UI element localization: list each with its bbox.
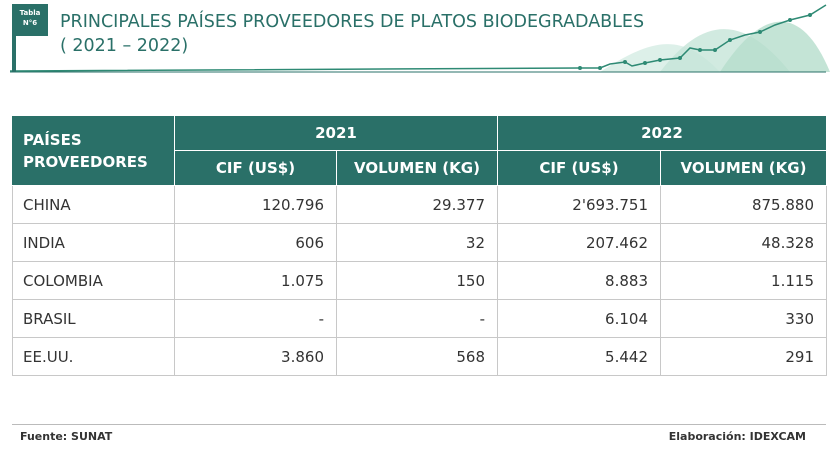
value-cell: 5.442 bbox=[497, 337, 661, 376]
value-cell: 1.075 bbox=[174, 261, 337, 300]
header-decoration bbox=[9, 4, 830, 73]
year-header: 2021 bbox=[174, 115, 498, 151]
value-cell: 207.462 bbox=[497, 223, 661, 262]
title: PRINCIPALES PAÍSES PROVEEDORES DE PLATOS… bbox=[60, 12, 645, 32]
country-cell: BRASIL bbox=[12, 299, 175, 338]
value-cell: - bbox=[336, 299, 498, 338]
table-row: INDIA 606 32 207.462 48.328 bbox=[12, 223, 827, 262]
value-cell: 3.860 bbox=[174, 337, 337, 376]
title-block: PRINCIPALES PAÍSES PROVEEDORES DE PLATOS… bbox=[60, 10, 644, 58]
data-table: PAÍSES PROVEEDORES 2021 2022 CIF (US$) VO… bbox=[12, 115, 827, 376]
value-cell: - bbox=[174, 299, 337, 338]
badge-tail bbox=[12, 36, 16, 72]
column-header: CIF (US$) bbox=[174, 150, 337, 186]
value-cell: 6.104 bbox=[497, 299, 661, 338]
value-cell: 32 bbox=[336, 223, 498, 262]
value-cell: 568 bbox=[336, 337, 498, 376]
value-cell: 875.880 bbox=[660, 185, 827, 224]
subtitle: ( 2021 – 2022) bbox=[60, 36, 189, 56]
corner-header: PAÍSES PROVEEDORES bbox=[12, 115, 175, 186]
table-row: BRASIL - -6.104 330 bbox=[12, 299, 827, 338]
column-header: CIF (US$) bbox=[497, 150, 661, 186]
corner-line: PROVEEDORES bbox=[23, 152, 148, 171]
column-header: VOLUMEN (KG) bbox=[660, 150, 827, 186]
table-row: COLOMBIA 1.075 150 8.883 1.115 bbox=[12, 261, 827, 300]
value-cell: 8.883 bbox=[497, 261, 661, 300]
value-cell: 2'693.751 bbox=[497, 185, 661, 224]
footer-rule bbox=[12, 424, 826, 425]
value-cell: 291 bbox=[660, 337, 827, 376]
value-cell: 48.328 bbox=[660, 223, 827, 262]
column-header: VOLUMEN (KG) bbox=[336, 150, 498, 186]
footer-credit: Elaboración: IDEXCAM bbox=[668, 430, 806, 443]
table-badge: Tabla N°6 bbox=[12, 4, 48, 36]
table-row: CHINA 120.796 29.377 2'693.751 875.880 bbox=[12, 185, 827, 224]
corner-line: PAÍSES bbox=[23, 130, 82, 149]
value-cell: 29.377 bbox=[336, 185, 498, 224]
value-cell: 330 bbox=[660, 299, 827, 338]
country-cell: COLOMBIA bbox=[12, 261, 175, 300]
country-cell: EE.UU. bbox=[12, 337, 175, 376]
badge-label: Tabla bbox=[19, 9, 41, 17]
value-cell: 150 bbox=[336, 261, 498, 300]
footer-source: Fuente: SUNAT bbox=[20, 430, 113, 443]
badge-number: N°6 bbox=[22, 19, 38, 27]
table-row: EE.UU. 3.860 568 5.442 291 bbox=[12, 337, 827, 376]
country-cell: CHINA bbox=[12, 185, 175, 224]
year-header: 2022 bbox=[497, 115, 827, 151]
value-cell: 120.796 bbox=[174, 185, 337, 224]
country-cell: INDIA bbox=[12, 223, 175, 262]
value-cell: 1.115 bbox=[660, 261, 827, 300]
value-cell: 606 bbox=[174, 223, 337, 262]
